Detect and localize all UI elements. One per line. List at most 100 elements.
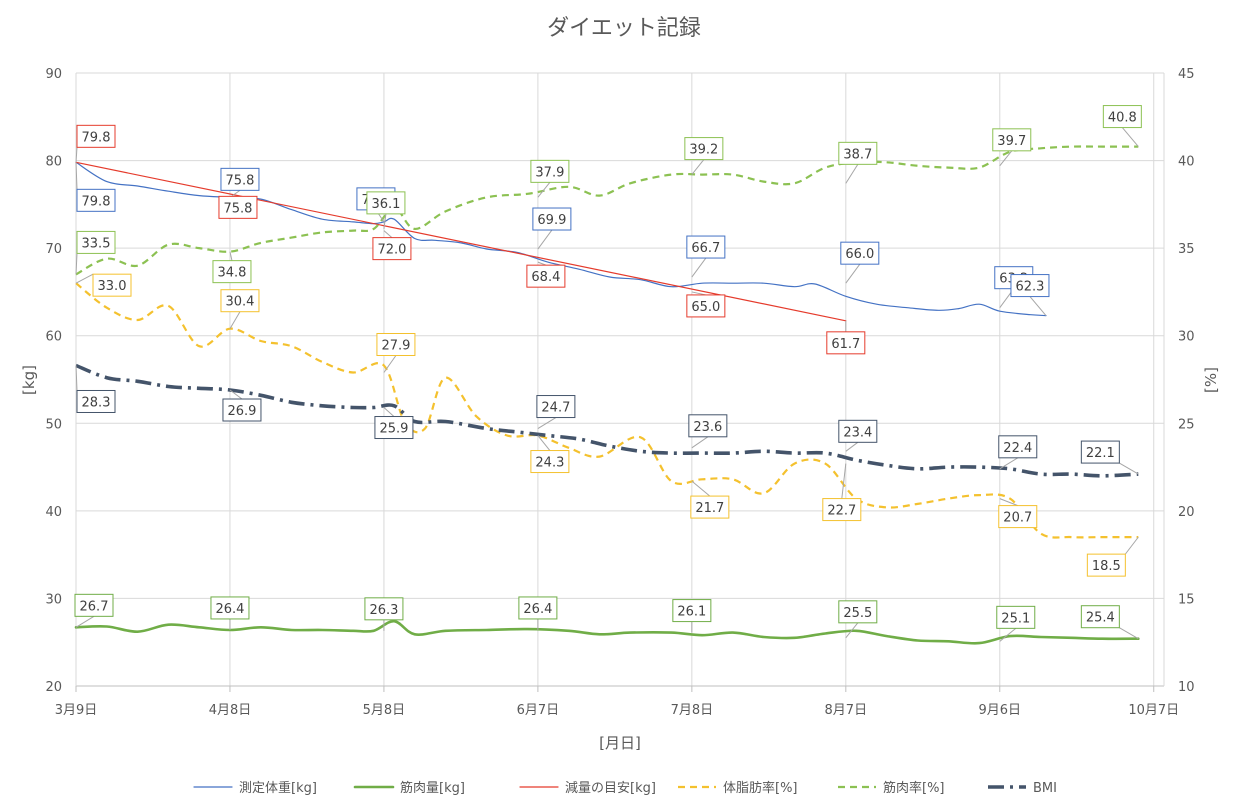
data-label-text: 23.4: [843, 425, 872, 440]
weight-series-data-label: 69.9: [532, 207, 572, 250]
data-label-box: [840, 241, 880, 265]
body-fat-series-data-label: 20.7: [998, 498, 1038, 529]
data-label-box: [220, 167, 260, 191]
bmi-series-data-label: 23.6: [688, 414, 728, 449]
y-left-tick-label: 80: [45, 155, 62, 170]
x-tick-label: 3月9日: [55, 703, 98, 718]
data-label-box: [76, 188, 116, 212]
bmi-series-data-label: 28.3: [75, 365, 116, 413]
x-tick-label: 8月7日: [825, 703, 868, 718]
body-fat-series-data-label: 22.7: [822, 463, 862, 522]
data-label-text: 39.2: [689, 143, 718, 158]
body-fat-series-data-label: 27.9: [376, 332, 416, 373]
data-label-text: 26.4: [215, 602, 244, 617]
leader-line: [845, 164, 859, 184]
target-series-data-label: 61.7: [826, 320, 866, 355]
y-left-tick-label: 60: [45, 330, 62, 345]
bmi-series-data-label: 26.9: [222, 389, 262, 422]
data-label-text: 37.9: [535, 165, 564, 180]
muscle-rate-series-data-label: 39.2: [684, 137, 724, 175]
data-label-text: 72.0: [377, 243, 406, 258]
x-tick-label: 4月8日: [209, 703, 252, 718]
leader-line: [691, 257, 707, 278]
bmi-series-data-label: 23.4: [838, 419, 878, 452]
data-label-box: [998, 505, 1038, 529]
leader-line: [1121, 127, 1139, 147]
data-label-box: [212, 260, 252, 284]
leader-line: [383, 230, 393, 239]
muscle-rate-series-line: [75, 145, 1139, 276]
weight-series-data-label: 66.7: [686, 235, 726, 278]
muscle-mass-series-data-label: 26.4: [518, 596, 558, 630]
data-label-text: 18.5: [1092, 559, 1121, 574]
data-label-text: 22.7: [827, 504, 856, 519]
bmi-series-line: [75, 363, 1139, 478]
leader-line: [383, 407, 395, 417]
muscle-rate-series-data-label: 40.8: [1102, 105, 1142, 147]
data-label-text: 26.9: [227, 404, 256, 419]
y-right-tick-label: 30: [1178, 330, 1195, 345]
data-label-box: [838, 419, 878, 443]
data-label-text: 62.3: [1015, 280, 1044, 295]
axes: 20 30 40 50 60 70 80 90 10 15 20 25 30 35 40 45 3月9日 4月8日…: [45, 67, 1194, 718]
muscle-mass-series-data-label: 25.4: [1080, 605, 1139, 640]
data-label-text: 34.8: [217, 266, 246, 281]
weight-series-legend-label: 測定体重[kg]: [239, 780, 317, 796]
leader-line: [229, 251, 233, 261]
bmi-series-data-label: 25.9: [374, 407, 414, 440]
data-label-box: [76, 230, 116, 254]
muscle-rate-series-legend-label: 筋肉率[%]: [883, 780, 945, 796]
chart-title: ダイエット記録: [547, 16, 701, 41]
data-label-box: [686, 235, 726, 259]
muscle-mass-series-data-label: 26.7: [74, 593, 114, 628]
data-label-text: 68.4: [531, 270, 560, 285]
data-label-box: [1102, 105, 1142, 129]
data-label-box: [218, 195, 258, 219]
leader-line: [75, 615, 95, 628]
weight-series-data-label: 62.3: [1010, 274, 1050, 316]
bmi-series-data-label: 22.1: [1080, 440, 1139, 475]
data-label-text: 30.4: [225, 295, 254, 310]
muscle-mass-series-data-label: 26.3: [364, 597, 404, 631]
data-label-text: 22.1: [1086, 446, 1115, 461]
data-labels-layer: 79.875.873.069.966.766.063.262.326.726.4…: [74, 105, 1142, 642]
data-label-box: [1080, 605, 1120, 629]
leader-line: [1119, 462, 1139, 475]
data-label-text: 28.3: [82, 395, 111, 410]
data-label-text: 20.7: [1003, 511, 1032, 526]
data-label-text: 27.9: [381, 338, 410, 353]
leader-line: [75, 162, 78, 190]
data-label-box: [222, 398, 262, 422]
data-label-box: [690, 495, 730, 519]
series-layer: [74, 145, 1140, 645]
data-label-text: 75.8: [223, 201, 252, 216]
weight-series-data-label: 75.8: [220, 167, 260, 198]
y-right-tick-label: 45: [1178, 67, 1195, 82]
target-series-legend-label: 減量の目安[kg]: [565, 780, 656, 796]
leader-line: [1029, 296, 1047, 316]
data-label-box: [1080, 440, 1120, 464]
data-label-box: [688, 414, 728, 438]
x-tick-label: 6月7日: [517, 703, 560, 718]
y-right-tick-label: 20: [1178, 505, 1195, 520]
data-label-text: 39.7: [997, 134, 1026, 149]
muscle-mass-series-data-label: 25.5: [838, 600, 878, 639]
leader-line: [537, 182, 551, 198]
muscle-rate-series-data-label: 36.1: [366, 191, 406, 229]
weight-series-data-label: 66.0: [840, 241, 880, 284]
leader-line: [845, 263, 861, 284]
leader-line: [1119, 627, 1139, 640]
x-tick-label: 9月6日: [979, 703, 1022, 718]
data-label-text: 66.0: [845, 247, 874, 262]
data-label-text: 69.9: [537, 213, 566, 228]
data-label-text: 79.8: [82, 194, 111, 209]
leader-line: [537, 435, 551, 451]
data-label-box: [530, 159, 570, 183]
data-label-box: [686, 294, 726, 318]
muscle-mass-series-legend-label: 筋肉量[kg]: [400, 780, 465, 796]
leader-line: [999, 498, 1018, 507]
data-label-text: 33.5: [82, 236, 111, 251]
body-fat-series-data-label: 33.0: [75, 273, 132, 297]
y-right-tick-label: 40: [1178, 155, 1195, 170]
data-label-text: 61.7: [831, 337, 860, 352]
